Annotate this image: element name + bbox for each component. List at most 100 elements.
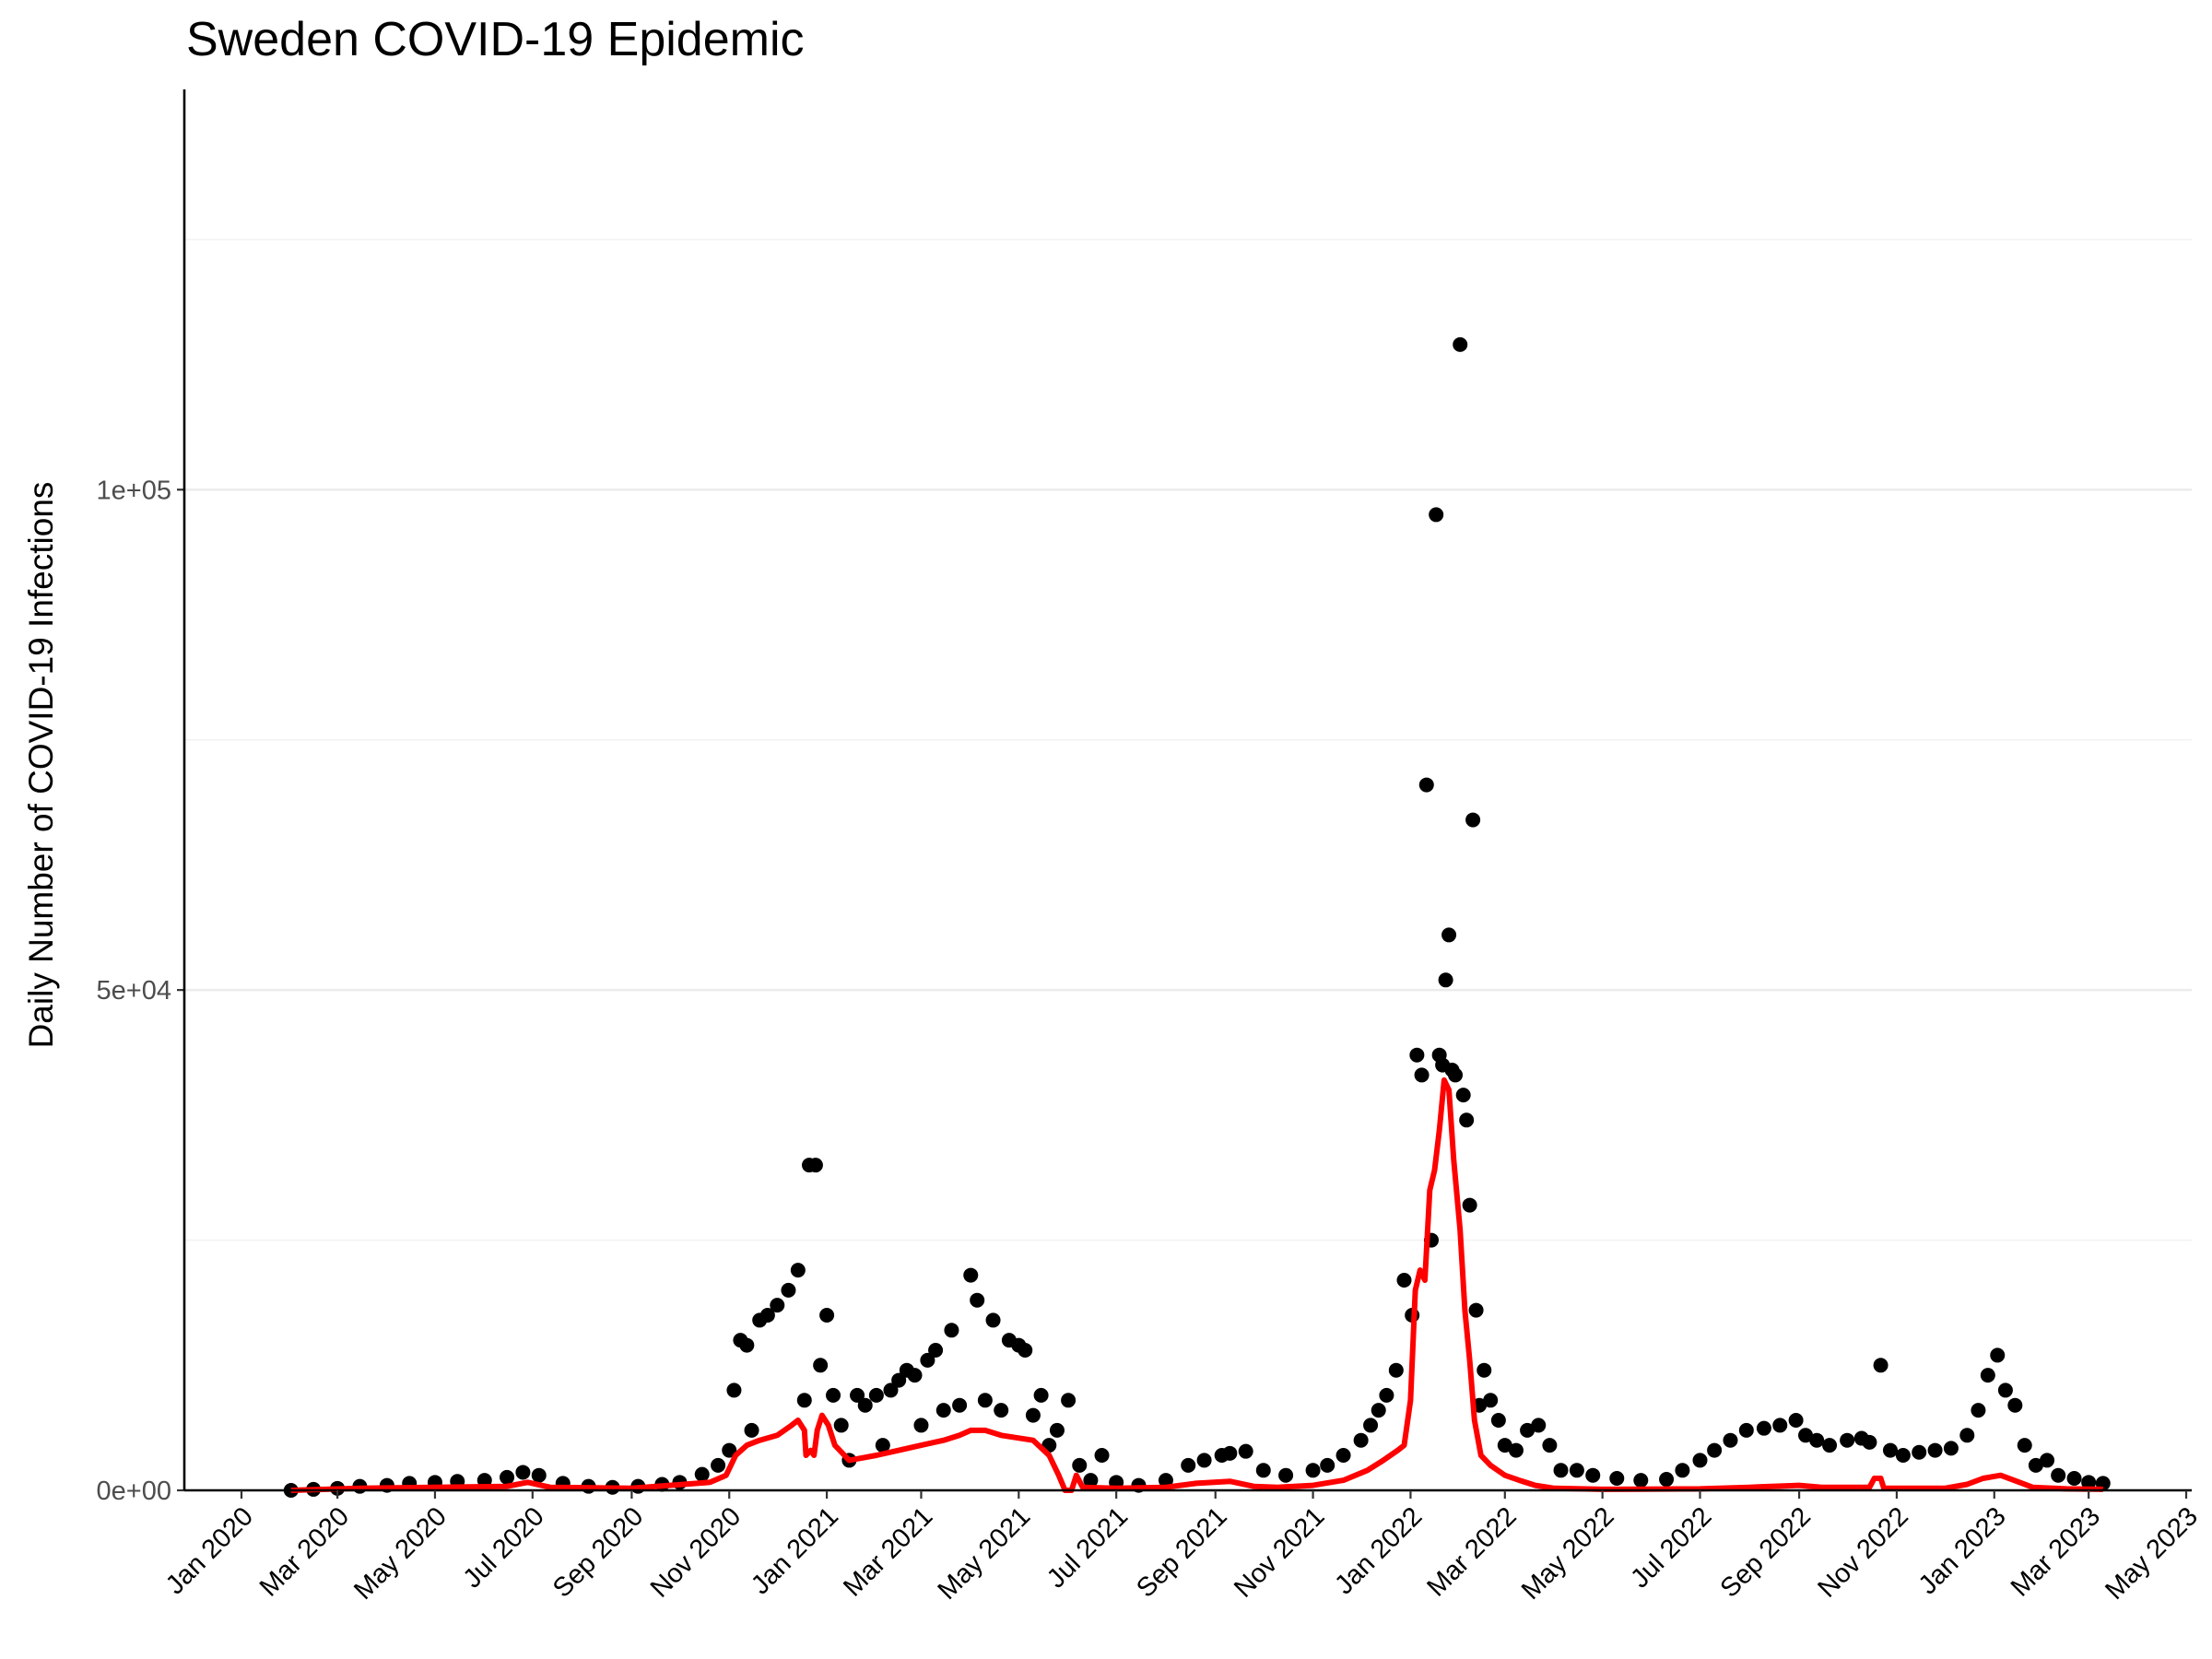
data-point — [1508, 1442, 1524, 1458]
data-point — [1927, 1442, 1943, 1458]
data-point — [813, 1358, 829, 1373]
data-point — [2051, 1467, 2066, 1483]
data-point — [883, 1382, 899, 1398]
data-point — [1738, 1422, 1754, 1438]
data-point — [1882, 1442, 1898, 1458]
data-point — [1033, 1387, 1049, 1403]
y-axis-label: Daily Number of COVID-19 Infections — [22, 482, 60, 1049]
data-point — [694, 1466, 710, 1482]
data-point — [1453, 336, 1468, 352]
data-point — [2081, 1475, 2097, 1490]
data-point — [2017, 1438, 2032, 1453]
data-point — [891, 1372, 907, 1388]
data-point — [1353, 1432, 1369, 1448]
data-point — [1429, 507, 1444, 523]
data-point — [913, 1418, 929, 1433]
data-point — [2040, 1453, 2055, 1468]
data-point — [875, 1438, 890, 1453]
data-point — [726, 1382, 742, 1398]
data-point — [1553, 1463, 1569, 1478]
data-point — [935, 1403, 951, 1418]
data-point — [1181, 1457, 1196, 1473]
data-point — [1809, 1432, 1825, 1448]
data-point — [1255, 1463, 1271, 1478]
data-point — [1025, 1407, 1041, 1423]
data-point — [1840, 1432, 1855, 1448]
grid-layer — [184, 239, 2192, 1241]
data-point — [515, 1465, 531, 1480]
data-point — [1094, 1448, 1110, 1463]
data-point — [1497, 1438, 1512, 1453]
data-point — [796, 1393, 812, 1408]
data-point — [944, 1323, 959, 1338]
data-point — [1083, 1473, 1099, 1488]
data-point — [994, 1403, 1009, 1418]
data-point — [1462, 1197, 1477, 1213]
data-point — [2028, 1457, 2043, 1473]
data-point — [1072, 1457, 1088, 1473]
data-point — [1943, 1441, 1959, 1456]
data-point — [1490, 1413, 1506, 1428]
y-tick-label: 0e+00 — [97, 1477, 171, 1506]
y-tick-label: 5e+04 — [97, 976, 171, 1006]
data-point — [963, 1267, 979, 1283]
data-point — [1388, 1362, 1404, 1378]
data-point — [711, 1457, 726, 1473]
chart-title: Sweden COVID-19 Epidemic — [186, 13, 805, 66]
data-point — [1448, 1067, 1464, 1083]
data-point — [1468, 1302, 1484, 1318]
data-point — [985, 1312, 1001, 1328]
data-point — [1873, 1358, 1888, 1373]
data-point — [1788, 1413, 1804, 1428]
data-point — [1542, 1438, 1558, 1453]
data-point — [1707, 1442, 1723, 1458]
data-point — [850, 1387, 865, 1403]
data-point — [739, 1337, 755, 1353]
smoothed-line — [290, 1077, 2103, 1493]
data-point — [1895, 1448, 1911, 1463]
data-point — [826, 1387, 841, 1403]
data-point — [722, 1442, 737, 1458]
data-point — [1862, 1434, 1877, 1450]
data-point — [1459, 1112, 1475, 1128]
data-point — [1692, 1453, 1708, 1468]
data-point — [1238, 1443, 1253, 1459]
data-point — [952, 1397, 968, 1413]
data-point — [1305, 1463, 1321, 1478]
data-point — [1465, 812, 1481, 828]
data-point — [1441, 927, 1457, 943]
y-tick-label: 1e+05 — [97, 476, 171, 505]
data-point — [1196, 1453, 1212, 1468]
data-point — [1531, 1418, 1547, 1433]
data-point — [1409, 1047, 1425, 1063]
data-point — [759, 1308, 775, 1323]
data-point — [1335, 1448, 1351, 1463]
data-point — [1061, 1393, 1077, 1408]
data-point — [807, 1158, 823, 1173]
data-point — [1320, 1457, 1335, 1473]
data-point — [819, 1308, 835, 1323]
data-point — [1569, 1463, 1584, 1478]
data-point — [2007, 1397, 2023, 1413]
data-point — [1798, 1428, 1814, 1443]
data-point — [1278, 1467, 1294, 1483]
data-point — [2066, 1470, 2082, 1486]
data-point — [531, 1467, 547, 1483]
data-point — [1585, 1467, 1601, 1483]
data-point — [857, 1397, 873, 1413]
data-point — [1723, 1432, 1738, 1448]
data-point — [1659, 1472, 1675, 1488]
data-point — [781, 1282, 796, 1298]
data-point — [1477, 1362, 1492, 1378]
data-point — [977, 1393, 993, 1408]
data-point — [1772, 1418, 1788, 1433]
data-point — [1222, 1445, 1238, 1461]
data-point — [500, 1469, 515, 1485]
data-point — [868, 1387, 884, 1403]
data-point — [1379, 1387, 1394, 1403]
data-point — [1363, 1418, 1379, 1433]
data-point — [1912, 1444, 1927, 1460]
data-point — [1990, 1347, 2006, 1363]
